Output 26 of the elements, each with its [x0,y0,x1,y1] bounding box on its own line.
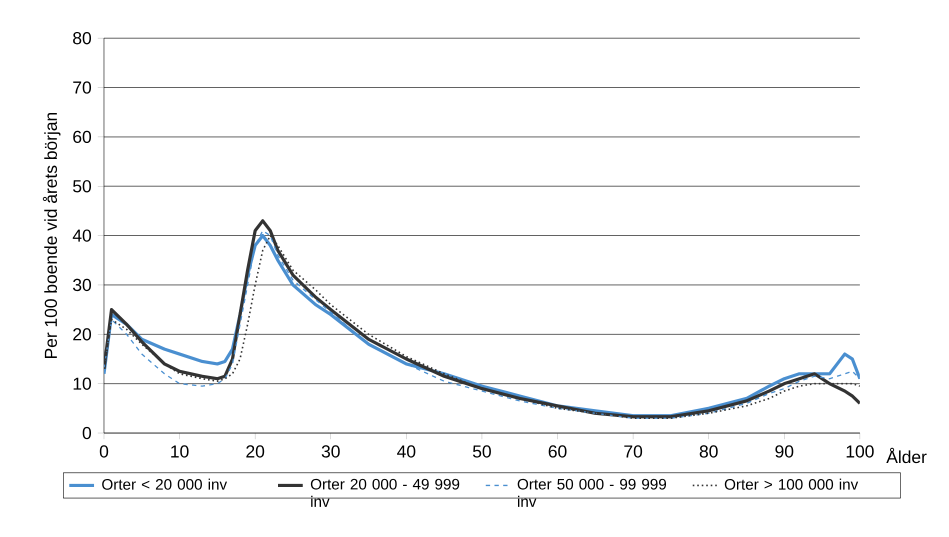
x-tick-label: 60 [548,445,567,458]
x-axis-title: Ålder [886,448,927,464]
y-tick-label: 0 [82,426,92,440]
legend-label: Orter 50 000 - 99 999 inv [518,478,666,507]
x-tick-label: 30 [322,445,340,458]
y-tick-label: 10 [74,378,92,390]
legend-label: Orter > 100 000 inv [724,478,858,490]
y-tick-label: 30 [73,278,92,292]
x-tick-label: 40 [397,445,416,458]
x-tick-label: 20 [246,445,264,458]
y-axis-title: Per 100 boende vid årets början [42,112,60,358]
y-tick-label: 80 [73,32,92,44]
y-tick-label: 20 [73,328,92,340]
x-tick-label: 70 [624,445,642,458]
y-tick-label: 40 [72,229,92,242]
x-tick-label: 0 [100,445,108,458]
y-tick-label: 60 [73,130,92,144]
x-tick-label: 10 [171,445,189,458]
y-tick-label: 70 [73,81,92,94]
x-tick-label: 90 [775,445,794,458]
x-tick-label: 50 [472,445,491,458]
y-tick-label: 50 [73,180,92,192]
legend-label: Orter 20 000 - 49 999 inv [310,478,460,507]
x-tick-label: 100 [846,445,874,458]
legend-label: Orter < 20 000 inv [102,478,228,490]
x-tick-label: 80 [700,445,718,458]
